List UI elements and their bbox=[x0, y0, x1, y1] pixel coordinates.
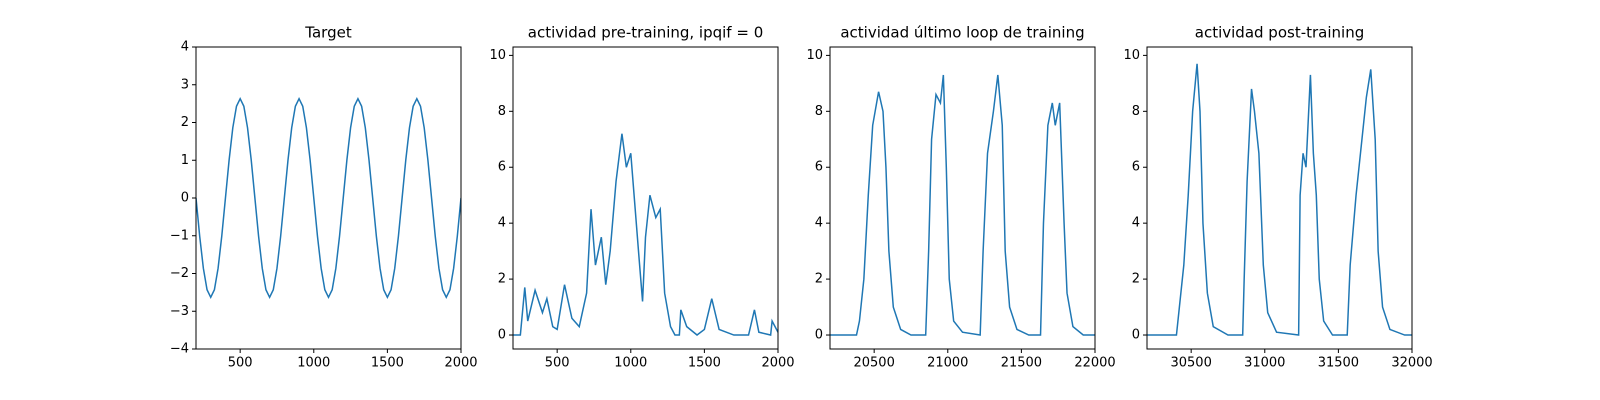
subplot-title: actividad post-training bbox=[1195, 24, 1364, 42]
y-tick-label: 4 bbox=[815, 216, 823, 231]
x-tick-label: 20500 bbox=[853, 356, 894, 371]
line-series bbox=[1147, 63, 1412, 336]
x-tick-label: 32000 bbox=[1391, 356, 1432, 371]
x-tick-label: 22000 bbox=[1074, 356, 1115, 371]
x-tick-label: 1500 bbox=[688, 356, 721, 371]
line-series bbox=[196, 97, 461, 299]
y-tick-label: 4 bbox=[498, 216, 506, 231]
axes-frame bbox=[829, 46, 1096, 350]
y-tick-label: −4 bbox=[170, 342, 189, 357]
y-tick-label: 0 bbox=[181, 191, 189, 206]
x-tick-label: 30500 bbox=[1170, 356, 1211, 371]
line-series bbox=[830, 74, 1095, 336]
x-tick-label: 21000 bbox=[927, 356, 968, 371]
y-tick-label: 8 bbox=[498, 104, 506, 119]
y-tick-label: 4 bbox=[1132, 216, 1140, 231]
y-tick-label: 6 bbox=[498, 160, 506, 175]
axes-frame bbox=[1146, 46, 1413, 350]
axes-frame bbox=[512, 46, 779, 350]
y-tick-label: 6 bbox=[1132, 160, 1140, 175]
y-tick-label: 2 bbox=[498, 272, 506, 287]
axes-frame bbox=[195, 46, 462, 350]
x-tick-label: 21500 bbox=[1001, 356, 1042, 371]
y-tick-label: 2 bbox=[1132, 272, 1140, 287]
y-tick-label: 2 bbox=[181, 115, 189, 130]
x-tick-label: 2000 bbox=[761, 356, 794, 371]
y-tick-label: 10 bbox=[806, 48, 823, 63]
y-tick-label: 8 bbox=[815, 104, 823, 119]
subplot-title: actividad pre-training, ipqif = 0 bbox=[528, 24, 764, 42]
y-tick-label: 1 bbox=[181, 153, 189, 168]
x-tick-label: 1000 bbox=[614, 356, 647, 371]
y-tick-label: 0 bbox=[498, 328, 506, 343]
x-tick-label: 500 bbox=[545, 356, 570, 371]
x-tick-label: 1000 bbox=[297, 356, 330, 371]
y-tick-label: 3 bbox=[181, 77, 189, 92]
subplot-title: actividad último loop de training bbox=[840, 24, 1084, 42]
y-tick-label: 10 bbox=[489, 48, 506, 63]
x-tick-label: 31000 bbox=[1244, 356, 1285, 371]
x-tick-label: 2000 bbox=[444, 356, 477, 371]
y-tick-label: 0 bbox=[815, 328, 823, 343]
y-tick-label: −3 bbox=[170, 304, 189, 319]
y-tick-label: 10 bbox=[1123, 48, 1140, 63]
y-tick-label: −2 bbox=[170, 266, 189, 281]
y-tick-label: −1 bbox=[170, 228, 189, 243]
line-series bbox=[513, 133, 778, 336]
y-tick-label: 2 bbox=[815, 272, 823, 287]
x-tick-label: 31500 bbox=[1318, 356, 1359, 371]
y-tick-label: 4 bbox=[181, 40, 189, 55]
subplot-title: Target bbox=[304, 24, 352, 42]
x-tick-label: 1500 bbox=[371, 356, 404, 371]
x-tick-label: 500 bbox=[228, 356, 253, 371]
y-tick-label: 6 bbox=[815, 160, 823, 175]
y-tick-label: 0 bbox=[1132, 328, 1140, 343]
y-tick-label: 8 bbox=[1132, 104, 1140, 119]
